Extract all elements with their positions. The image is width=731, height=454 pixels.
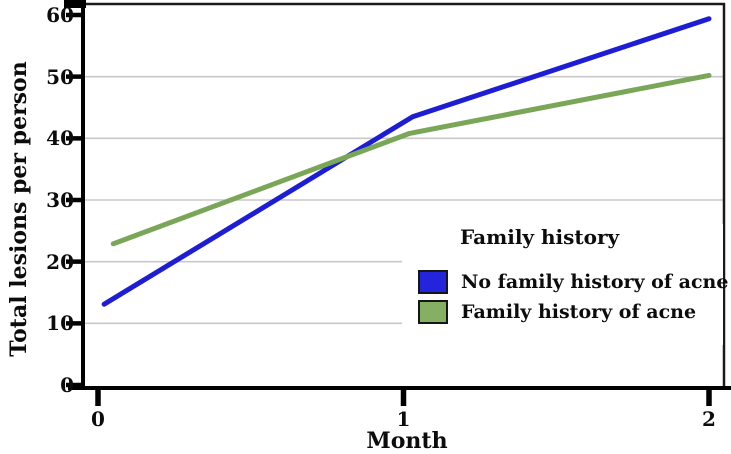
y-tick-label-20: 20 bbox=[46, 249, 74, 274]
x-tick-label-0: 0 bbox=[91, 407, 105, 431]
plot-frame bbox=[82, 2, 726, 389]
legend-entry-label: Family history of acne bbox=[461, 300, 697, 323]
legend: Family history No family history of acne… bbox=[402, 224, 728, 345]
series-line-0 bbox=[101, 16, 712, 307]
y-tick-label-60: 60 bbox=[46, 2, 74, 27]
x-tick-label-1: 1 bbox=[396, 407, 411, 431]
legend-swatch-icon bbox=[418, 299, 448, 324]
y-tick-label-10: 10 bbox=[46, 311, 74, 336]
axis-ticks bbox=[66, 12, 712, 406]
y-tick-label-50: 50 bbox=[46, 64, 74, 89]
legend-swatch-icon bbox=[418, 269, 448, 294]
x-axis-title: Month bbox=[366, 428, 448, 454]
y-tick-label-40: 40 bbox=[46, 126, 74, 151]
legend-title: Family history bbox=[460, 225, 620, 249]
legend-entry-1: Family history of acne bbox=[418, 298, 696, 325]
series-lines bbox=[101, 16, 712, 307]
y-tick-label-30: 30 bbox=[46, 187, 74, 212]
y-axis-title: Total lesions per person bbox=[6, 61, 32, 357]
legend-entry-label: No family history of acne bbox=[461, 270, 729, 293]
series-line-1 bbox=[110, 72, 712, 247]
x-tick-label-2: 2 bbox=[702, 407, 716, 431]
legend-entry-0: No family history of acne bbox=[418, 268, 728, 295]
y-tick-label-0: 0 bbox=[60, 373, 74, 397]
